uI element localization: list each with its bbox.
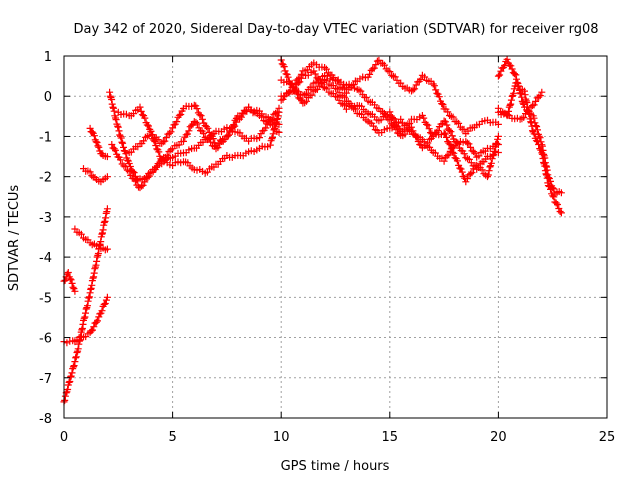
y-tick-label: -5 [39, 291, 52, 306]
y-tick-label: -4 [39, 251, 52, 266]
series-6 [86, 124, 111, 161]
series-4 [71, 225, 111, 254]
series-markers [125, 101, 283, 156]
plot-frame [63, 55, 608, 419]
series-markers [80, 165, 111, 186]
y-tick-label: -7 [39, 372, 52, 387]
x-tick-label: 15 [382, 430, 399, 445]
x-tick-label: 5 [168, 430, 176, 445]
x-tick-label: 0 [60, 430, 68, 445]
series-markers [106, 88, 283, 184]
x-tick-label: 20 [490, 430, 507, 445]
y-tick-label: -6 [39, 332, 52, 347]
axis-ticks: 0 5 10 15 20 25 -8 -7 -6 -5 -4 -3 -2 -1 0 1 [39, 50, 615, 445]
y-tick-label: -2 [39, 171, 52, 186]
y-tick-label: -8 [39, 412, 52, 427]
y-tick-label: 0 [44, 90, 52, 105]
y-tick-label: -3 [39, 211, 52, 226]
series-markers [277, 72, 502, 186]
x-tick-label: 25 [599, 430, 616, 445]
series-markers [86, 124, 111, 161]
series-markers [108, 108, 283, 192]
series-markers [494, 88, 546, 123]
series-markers [71, 225, 111, 254]
x-tick-label: 10 [273, 430, 290, 445]
series-17 [494, 88, 546, 123]
series-10 [125, 101, 283, 156]
x-axis-label: GPS time / hours [281, 459, 390, 474]
chart-title: Day 342 of 2020, Sidereal Day-to-day VTE… [73, 22, 598, 37]
series-14 [277, 72, 502, 186]
series-8 [108, 108, 283, 192]
y-axis-label: SDTVAR / TECUs [7, 185, 22, 292]
y-tick-label: 1 [44, 50, 52, 65]
y-tick-label: -1 [39, 130, 52, 145]
series-7 [106, 88, 283, 184]
series-5 [80, 165, 111, 186]
